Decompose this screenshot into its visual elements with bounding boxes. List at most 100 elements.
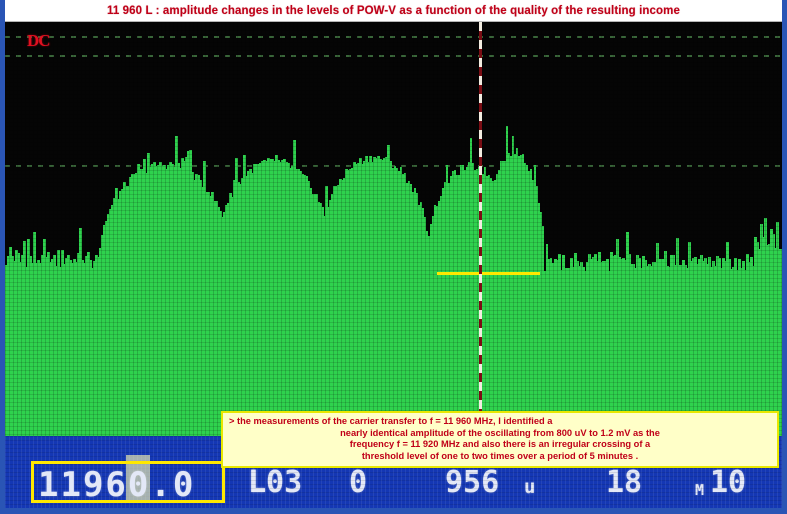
trace-bin [465,167,469,436]
trace-bin [531,179,535,436]
trace-bin [345,169,349,436]
trace-bin [253,163,257,436]
trace-bin [307,181,311,436]
trace-bin [159,162,162,436]
trace-bin [297,168,301,436]
trace-bin [33,231,36,436]
trace-bin [665,265,669,436]
trace-bin [63,264,66,436]
trace-bin [421,207,425,436]
trace-bin [561,255,565,436]
trace-bin [431,216,435,436]
value-pr[interactable]: 0 [349,465,368,500]
trace-bin [405,182,409,436]
trace-bin [765,244,769,436]
trace-bin [45,256,48,436]
trace-bin [115,187,118,436]
annotation-line-1: > the measurements of the carrier transf… [229,416,553,426]
trace-bin [401,174,405,436]
trace-bin [677,264,681,436]
trace-bin [481,173,485,436]
trace-bin [605,259,609,436]
value-lo[interactable]: L03 [248,465,303,500]
trace-bin [573,252,577,436]
trace-bin [697,258,701,436]
trace-bin [7,255,10,436]
trace-bin [569,257,573,436]
trace-bin [529,169,533,436]
trace-bin [137,164,140,436]
trace-bin [123,182,126,436]
trace-bin [163,164,166,436]
frequency-field-selection[interactable] [31,461,225,503]
trace-bin [473,169,477,436]
trace-bin [191,172,195,436]
trace-bin [127,186,130,436]
trace-bin [741,260,745,436]
trace-bin [511,136,515,436]
trace-bin [655,242,659,436]
trace-bin [729,269,733,436]
trace-bin [183,161,187,436]
trace-bin [161,165,164,436]
trace-bin [415,192,419,436]
trace-bin [407,180,411,436]
trace-bin [133,173,136,436]
threshold-marker-line[interactable] [437,272,540,275]
trace-bin [175,136,179,436]
trace-bin [57,250,60,436]
trace-bin [649,265,653,436]
trace-bin [17,253,20,436]
trace-bin [247,171,251,436]
trace-bin [393,166,397,436]
trace-bin [593,253,597,436]
trace-bin [87,252,90,436]
gridline-1 [5,55,782,57]
trace-bin [201,186,205,436]
trace-bin [143,159,146,436]
trace-bin [553,258,557,436]
trace-bin [701,261,705,436]
trace-bin [623,259,627,436]
trace-bin [575,261,579,436]
frequency-value[interactable]: 11960.0 [38,465,196,505]
trace-bin [771,233,775,436]
trace-bin [209,196,213,436]
trace-bin [295,169,299,436]
trace-bin [47,252,50,436]
trace-bin [261,161,265,436]
trace-bin [691,258,695,436]
trace-bin [579,262,583,436]
trace-bin [571,266,575,436]
spectrum-plot[interactable]: DC [5,22,782,436]
trace-bin [357,163,361,436]
trace-bin [483,167,487,436]
trace-bin [651,261,655,436]
trace-bin [629,264,633,436]
annotation-line-3: frequency f = 11 920 MHz and also there … [349,439,651,450]
value-att[interactable]: 10 [710,465,747,500]
value-pow-v[interactable]: 956 [445,465,500,500]
trace-bin [673,264,677,436]
trace-bin [429,224,433,436]
trace-bin [513,154,517,436]
trace-bin [79,227,82,436]
trace-bin [489,177,493,436]
trace-bin [725,242,729,436]
trace-bin [231,197,235,436]
tuning-cursor-line[interactable] [479,22,482,436]
trace-bin [289,167,293,436]
trace-bin [419,202,423,436]
trace-bin [177,162,181,436]
trace-bin [243,154,247,436]
trace-bin [521,153,525,436]
trace-bin [187,151,191,436]
caption-text: 11 960 L : amplitude changes in the leve… [107,4,680,17]
trace-bin [257,164,261,436]
value-vcc[interactable]: 18 [606,465,643,500]
trace-bin [383,157,387,436]
trace-bin [777,248,781,436]
trace-bin [241,177,245,436]
trace-bin [755,242,759,436]
trace-bin [309,187,313,436]
